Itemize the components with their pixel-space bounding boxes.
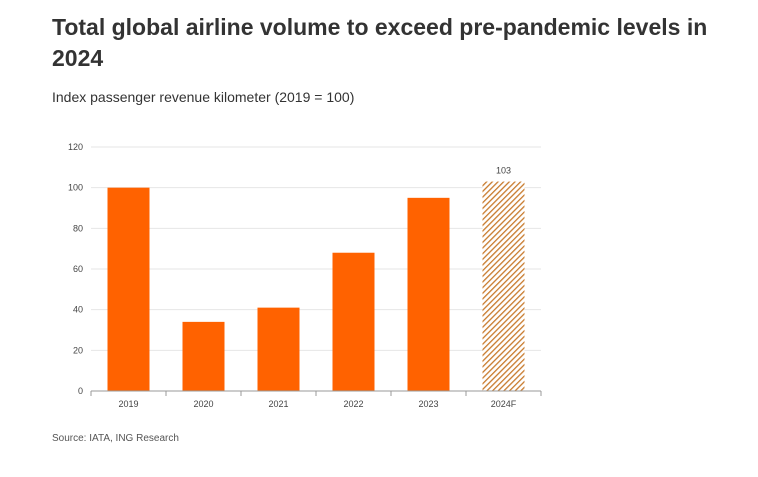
y-tick-label: 80 <box>73 223 83 233</box>
x-tick-label: 2024F <box>491 399 517 409</box>
y-tick-label: 60 <box>73 264 83 274</box>
y-tick-label: 0 <box>78 386 83 396</box>
y-tick-label: 20 <box>73 345 83 355</box>
x-tick-label: 2019 <box>118 399 138 409</box>
bar-2019 <box>107 187 150 391</box>
x-tick-label: 2020 <box>193 399 213 409</box>
bar-2022 <box>332 252 375 391</box>
y-tick-label: 120 <box>68 142 83 152</box>
bar-2023 <box>407 197 450 391</box>
data-label: 103 <box>496 166 511 176</box>
x-tick-label: 2021 <box>268 399 288 409</box>
bar-2020 <box>182 321 225 391</box>
y-tick-label: 40 <box>73 305 83 315</box>
x-tick-label: 2023 <box>418 399 438 409</box>
bar-2021 <box>257 307 300 391</box>
x-tick-label: 2022 <box>343 399 363 409</box>
chart-title: Total global airline volume to exceed pr… <box>52 14 708 71</box>
y-tick-label: 100 <box>68 183 83 193</box>
source-note: Source: IATA, ING Research <box>52 433 179 444</box>
chart-subtitle: Index passenger revenue kilometer (2019 … <box>52 89 355 105</box>
bar-forecast-2024F <box>482 181 525 391</box>
